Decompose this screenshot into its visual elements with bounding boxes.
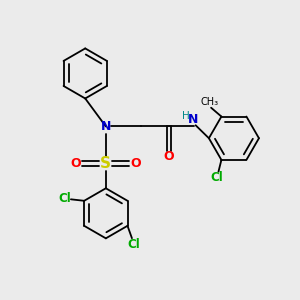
Text: H: H [182,111,190,121]
Text: O: O [70,157,81,170]
Text: N: N [100,120,111,133]
Text: O: O [130,157,141,170]
Text: S: S [100,156,111,171]
Text: Cl: Cl [58,192,71,205]
Text: Cl: Cl [211,171,224,184]
Text: CH₃: CH₃ [201,98,219,107]
Text: Cl: Cl [127,238,140,250]
Text: O: O [164,150,175,163]
Text: N: N [188,113,198,127]
